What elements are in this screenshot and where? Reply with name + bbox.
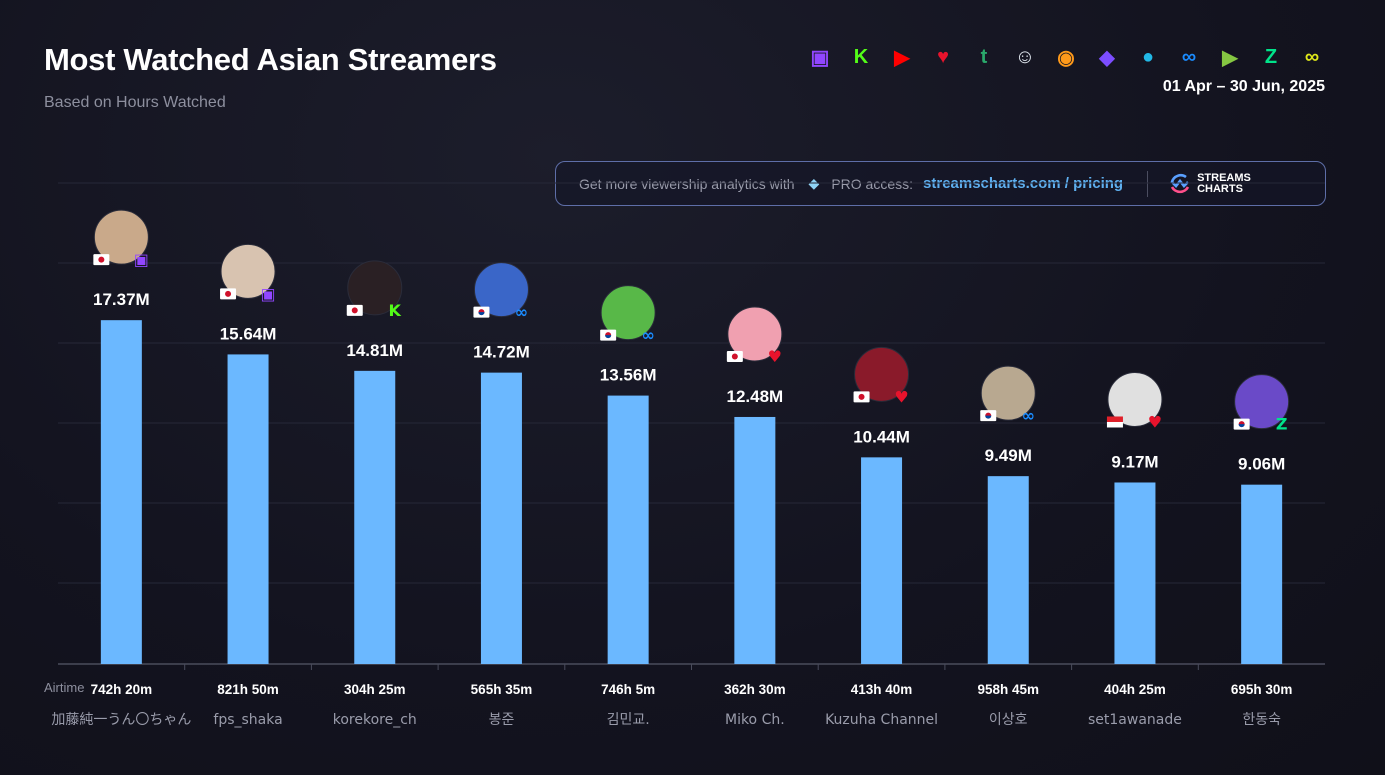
streamer-name: 이상호 [989, 712, 1028, 728]
value-label: 10.44M [853, 427, 910, 446]
streamer-avatar [980, 365, 1036, 421]
value-label: 15.64M [220, 324, 277, 343]
value-label: 13.56M [600, 366, 657, 385]
flag-jp-sun [858, 393, 865, 400]
bar [227, 354, 269, 664]
streamer-avatar [347, 260, 403, 316]
airtime-value: 746h 5m [601, 682, 655, 697]
soop-icon: ∞ [1181, 45, 1197, 68]
bar [480, 372, 522, 664]
bar [100, 320, 142, 664]
streamer-avatar [600, 285, 656, 341]
streamer-name: 김민교. [607, 712, 650, 728]
airtime-value: 695h 30m [1231, 682, 1293, 697]
streamer-name: 加藤純一うん〇ちゃん [51, 712, 191, 728]
soop-icon: ∞ [515, 303, 528, 322]
page-subtitle: Based on Hours Watched [44, 94, 226, 111]
flag-id-icon [1106, 421, 1123, 428]
airtime-value: 821h 50m [217, 682, 279, 697]
airtime-value: 958h 45m [977, 682, 1039, 697]
page-title: Most Watched Asian Streamers [44, 42, 497, 77]
heart-icon: ♥ [1148, 412, 1162, 431]
airtime-value: 404h 25m [1104, 682, 1166, 697]
heart-platform-icon: ♥ [937, 45, 949, 68]
airtime-value: 362h 30m [724, 682, 786, 697]
chzzk-icon: Z [1276, 415, 1288, 434]
flag-jp-sun [731, 353, 738, 360]
heart-icon: ♥ [894, 387, 908, 406]
streamer-name: set1awanade [1088, 712, 1182, 728]
twitch-icon: ▣ [260, 284, 275, 303]
rumble-icon: ▶ [1222, 46, 1238, 69]
value-label: 9.06M [1238, 455, 1285, 474]
airtime-value: 565h 35m [471, 682, 533, 697]
streamscharts-logo: STREAMS CHARTS [1168, 172, 1251, 196]
value-label: 17.37M [93, 290, 150, 309]
streamer-name: 봉준 [489, 712, 515, 728]
twitch-icon: ▣ [810, 46, 830, 69]
flag-kr-taegeuk [1238, 424, 1245, 428]
huya-icon: ◉ [1057, 46, 1075, 69]
streamer-name: Miko Ch. [725, 712, 785, 728]
bar [734, 416, 776, 664]
streamer-avatar [93, 209, 149, 265]
airtime-value: 742h 20m [91, 682, 153, 697]
streamer-avatar [1107, 371, 1163, 427]
logo-line2: CHARTS [1197, 182, 1243, 195]
soop-icon: ∞ [1022, 406, 1035, 425]
flag-kr-taegeuk [985, 415, 992, 419]
camera-platform-icon: ● [1141, 45, 1155, 68]
flag-kr-taegeuk [478, 312, 485, 316]
streamscharts-logo-icon [1170, 173, 1190, 193]
value-label: 9.49M [985, 446, 1032, 465]
trovo-icon: t [980, 45, 988, 68]
streamer-name: korekore_ch [333, 712, 417, 728]
chzzk-icon: Z [1264, 45, 1278, 68]
bar [354, 370, 396, 664]
streamer-avatar [854, 346, 910, 402]
flag-jp-sun [225, 290, 232, 297]
kick-icon: K [389, 301, 402, 320]
kick-icon: K [853, 45, 869, 68]
flag-jp-sun [98, 256, 105, 263]
soop-icon: ∞ [641, 326, 654, 345]
value-label: 9.17M [1111, 452, 1158, 471]
bilibili-mascot-icon: ☺ [1014, 45, 1036, 68]
value-label: 14.72M [473, 343, 530, 362]
streamer-avatar [727, 306, 783, 362]
streamer-avatar [473, 262, 529, 318]
airtime-label: Airtime [44, 680, 85, 695]
bar [1114, 482, 1156, 664]
bird-platform-icon: ◆ [1099, 46, 1115, 69]
streamer-name: 한동숙 [1242, 712, 1281, 728]
value-label: 14.81M [346, 341, 403, 360]
value-label: 12.48M [726, 387, 783, 406]
bar [1241, 484, 1283, 664]
streamer-avatar [1234, 374, 1290, 430]
bar [607, 395, 649, 664]
logo-line1: STREAMS [1197, 171, 1251, 184]
heart-icon: ♥ [768, 347, 782, 366]
airtime-value: 413h 40m [851, 682, 913, 697]
streamer-name: fps_shaka [213, 712, 282, 728]
bar [861, 457, 903, 664]
streamer-avatar [220, 243, 276, 299]
flag-jp-sun [351, 307, 358, 314]
platform-icons: ▣ K ▶ ♥ t ☺ ◉ ◆ ● ∞ ▶ Z ∞ [805, 44, 1327, 70]
airtime-value: 304h 25m [344, 682, 406, 697]
youtube-icon: ▶ [894, 46, 910, 69]
flag-kr-taegeuk [605, 335, 612, 339]
twitch-icon: ▣ [134, 250, 149, 269]
yellow-infinity-icon: ∞ [1304, 45, 1320, 68]
date-range: 01 Apr – 30 Jun, 2025 [1162, 78, 1325, 95]
flag-id-icon [1106, 416, 1123, 422]
streamer-name: Kuzuha Channel [825, 712, 938, 728]
bar [987, 476, 1029, 664]
